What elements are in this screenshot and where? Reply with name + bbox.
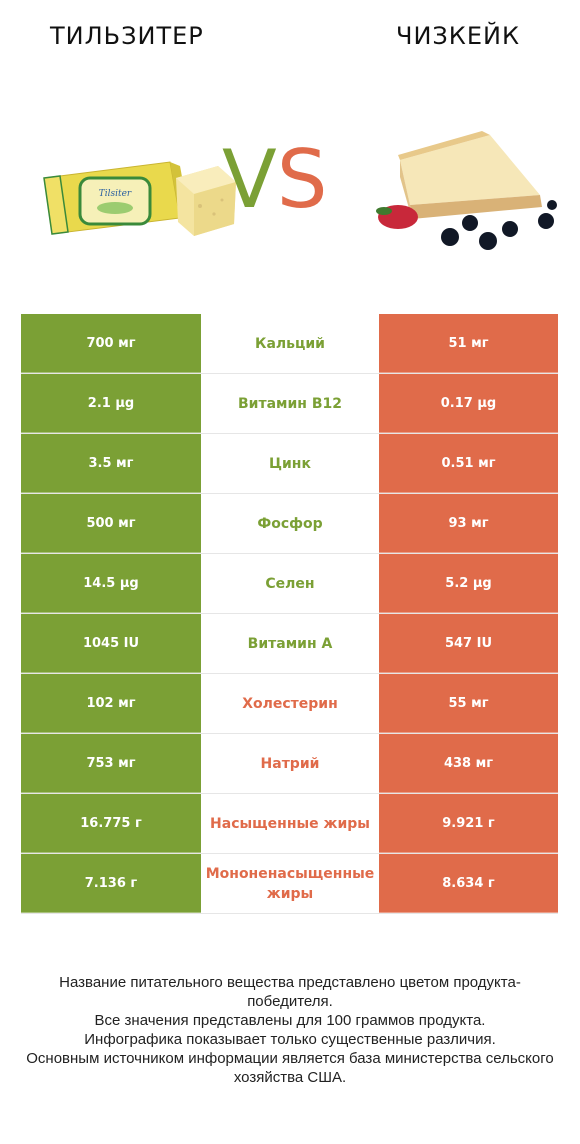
table-row: 500 мг Фосфор 93 мг — [21, 494, 558, 554]
nutrient-label: Цинк — [269, 455, 311, 472]
footer-line: Все значения представлены для 100 граммо… — [94, 1012, 486, 1029]
right-product-title: Чизкейк — [396, 22, 520, 50]
footer-line: Инфографика показывает только существенн… — [84, 1031, 496, 1048]
table-row: 753 мг Натрий 438 мг — [21, 734, 558, 794]
nutrient-label: Холестерин — [242, 695, 338, 712]
table-row: 7.136 г Мононенасыщенные жиры 8.634 г — [21, 854, 558, 914]
footer-line: Основным источником информации является … — [26, 1050, 554, 1086]
right-value: 55 мг — [379, 674, 558, 733]
cheesecake-image — [376, 131, 557, 250]
tilsiter-cheese-image: Tilsiter — [43, 161, 236, 236]
right-value: 93 мг — [379, 494, 558, 553]
left-value: 753 мг — [21, 734, 201, 793]
left-product-title: Тильзитер — [50, 22, 204, 50]
table-row: 700 мг Кальций 51 мг — [21, 314, 558, 374]
nutrient-label: Кальций — [255, 335, 325, 352]
left-value: 16.775 г — [21, 794, 201, 853]
nutrient-label: Селен — [265, 575, 315, 592]
left-value: 7.136 г — [21, 854, 201, 913]
nutrient-label: Витамин A — [247, 635, 333, 652]
table-row: 102 мг Холестерин 55 мг — [21, 674, 558, 734]
left-value: 3.5 мг — [21, 434, 201, 493]
nutrient-label: Витамин B12 — [238, 395, 342, 412]
left-value: 14.5 µg — [21, 554, 201, 613]
left-value: 500 мг — [21, 494, 201, 553]
right-value: 547 IU — [379, 614, 558, 673]
vs-label: VS — [222, 133, 328, 226]
table-row: 16.775 г Насыщенные жиры 9.921 г — [21, 794, 558, 854]
nutrient-label: Мононенасыщенные жиры — [205, 865, 375, 902]
svg-text:Tilsiter: Tilsiter — [99, 189, 132, 199]
left-value: 102 мг — [21, 674, 201, 733]
nutrient-label: Фосфор — [257, 515, 323, 532]
table-row: 1045 IU Витамин A 547 IU — [21, 614, 558, 674]
table-row: 14.5 µg Селен 5.2 µg — [21, 554, 558, 614]
table-row: 3.5 мг Цинк 0.51 мг — [21, 434, 558, 494]
footer-line: Название питательного вещества представл… — [59, 974, 521, 1010]
left-value: 2.1 µg — [21, 374, 201, 433]
table-row: 2.1 µg Витамин B12 0.17 µg — [21, 374, 558, 434]
right-value: 8.634 г — [379, 854, 558, 913]
right-value: 438 мг — [379, 734, 558, 793]
comparison-table: 700 мг Кальций 51 мг 2.1 µg Витамин B12 0.17 … — [21, 314, 558, 914]
nutrient-label: Насыщенные жиры — [210, 815, 370, 832]
right-value: 51 мг — [379, 314, 558, 373]
right-value: 0.51 мг — [379, 434, 558, 493]
right-value: 9.921 г — [379, 794, 558, 853]
right-value: 0.17 µg — [379, 374, 558, 433]
right-value: 5.2 µg — [379, 554, 558, 613]
left-value: 700 мг — [21, 314, 201, 373]
nutrient-label: Натрий — [260, 755, 320, 772]
left-value: 1045 IU — [21, 614, 201, 673]
footer-note: Название питательного вещества представл… — [20, 973, 560, 1087]
